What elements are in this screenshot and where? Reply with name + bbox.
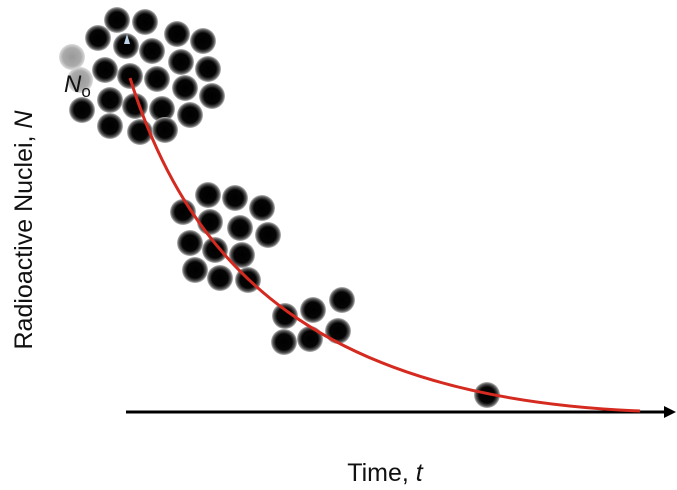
x-label-text: Time, <box>347 459 416 487</box>
nucleus <box>195 182 221 208</box>
nucleus <box>227 215 253 241</box>
y-label-var: N <box>10 110 38 129</box>
nucleus <box>271 329 297 355</box>
nucleus <box>222 185 248 211</box>
decay-curve <box>128 77 641 413</box>
nucleus <box>85 25 111 51</box>
nucleus <box>207 265 233 291</box>
nucleus <box>297 326 323 352</box>
nucleus <box>104 7 130 33</box>
nucleus <box>255 222 281 248</box>
nucleus <box>195 56 221 82</box>
nucleus <box>97 113 123 139</box>
nucleus <box>168 49 194 75</box>
nucleus <box>199 83 225 109</box>
nucleus <box>202 237 228 263</box>
nucleus <box>197 209 223 235</box>
nucleus <box>152 117 178 143</box>
nucleus <box>177 230 203 256</box>
y-axis-label: Radioactive Nuclei, N <box>10 110 38 350</box>
faded-nucleus <box>59 44 85 70</box>
nucleus <box>177 102 203 128</box>
nucleus <box>329 287 355 313</box>
nucleus <box>170 199 196 225</box>
initial-subscript: o <box>81 82 90 101</box>
nucleus <box>272 303 298 329</box>
nucleus <box>325 318 351 344</box>
nucleus <box>117 63 143 89</box>
nucleus <box>97 87 123 113</box>
initial-label: No <box>64 71 91 101</box>
nucleus <box>190 28 216 54</box>
nucleus <box>164 21 190 47</box>
nucleus <box>172 75 198 101</box>
nucleus <box>249 195 275 221</box>
nucleus <box>229 242 255 268</box>
x-label-var: t <box>416 459 424 487</box>
y-label-text: Radioactive Nuclei, <box>10 129 38 350</box>
x-axis-arrow <box>664 406 676 418</box>
nucleus <box>92 57 118 83</box>
nucleus <box>300 297 326 323</box>
x-axis-label: Time, t <box>347 459 424 487</box>
faded-nucleus <box>67 67 93 93</box>
nucleus <box>182 257 208 283</box>
nucleus <box>69 97 95 123</box>
initial-symbol: N <box>64 71 82 98</box>
nucleus <box>132 9 158 35</box>
nucleus <box>144 66 170 92</box>
nucleus <box>474 382 500 408</box>
nuclei <box>59 7 500 408</box>
nucleus <box>139 38 165 64</box>
nucleus <box>149 96 175 122</box>
y-axis-arrow <box>124 34 130 44</box>
